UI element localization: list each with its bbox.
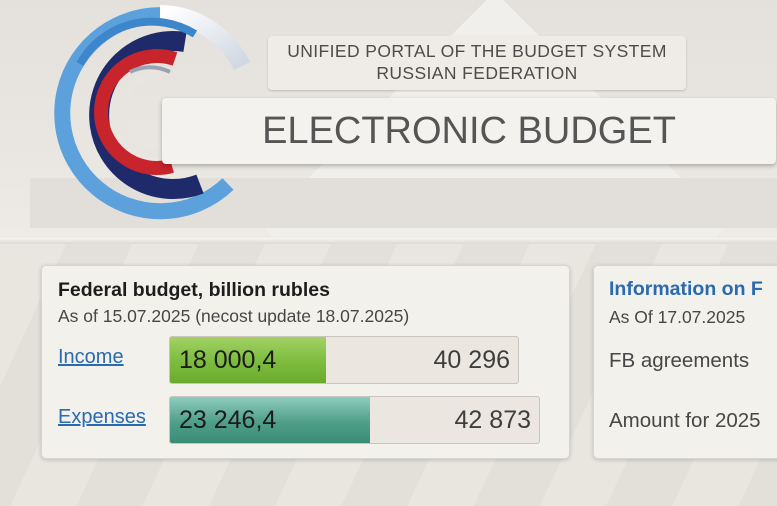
portal-title-box: UNIFIED PORTAL OF THE BUDGET SYSTEM RUSS… xyxy=(268,36,686,90)
fb-agreements-label: FB agreements xyxy=(609,349,750,372)
income-bar[interactable]: 18 000,4 40 296 xyxy=(169,336,519,384)
page-title: ELECTRONIC BUDGET xyxy=(162,98,776,164)
income-bar-fill xyxy=(170,337,326,383)
portal-line-2: RUSSIAN FEDERATION xyxy=(376,63,578,83)
header: UNIFIED PORTAL OF THE BUDGET SYSTEM RUSS… xyxy=(0,0,777,240)
header-divider xyxy=(0,238,777,244)
information-panel: Information on F As Of 17.07.2025 FB agr… xyxy=(593,265,777,459)
expenses-link[interactable]: Expenses xyxy=(58,406,146,428)
portal-line-1: UNIFIED PORTAL OF THE BUDGET SYSTEM xyxy=(287,41,667,61)
information-title[interactable]: Information on F xyxy=(609,278,763,300)
income-total: 40 296 xyxy=(433,346,510,374)
federal-budget-as-of: As of 15.07.2025 (necost update 18.07.20… xyxy=(58,306,410,326)
information-as-of: As Of 17.07.2025 xyxy=(609,307,746,327)
expenses-value: 23 246,4 xyxy=(179,406,277,434)
budget-logo-icon xyxy=(54,5,251,220)
expenses-bar[interactable]: 23 246,4 42 873 xyxy=(169,396,540,444)
income-link[interactable]: Income xyxy=(58,346,124,368)
federal-budget-title: Federal budget, billion rubles xyxy=(58,279,330,301)
expenses-total: 42 873 xyxy=(454,406,531,434)
income-value: 18 000,4 xyxy=(179,346,277,374)
amount-label: Amount for 2025 xyxy=(609,409,761,432)
expenses-bar-fill xyxy=(170,397,370,443)
federal-budget-panel: Federal budget, billion rubles As of 15.… xyxy=(41,265,570,459)
